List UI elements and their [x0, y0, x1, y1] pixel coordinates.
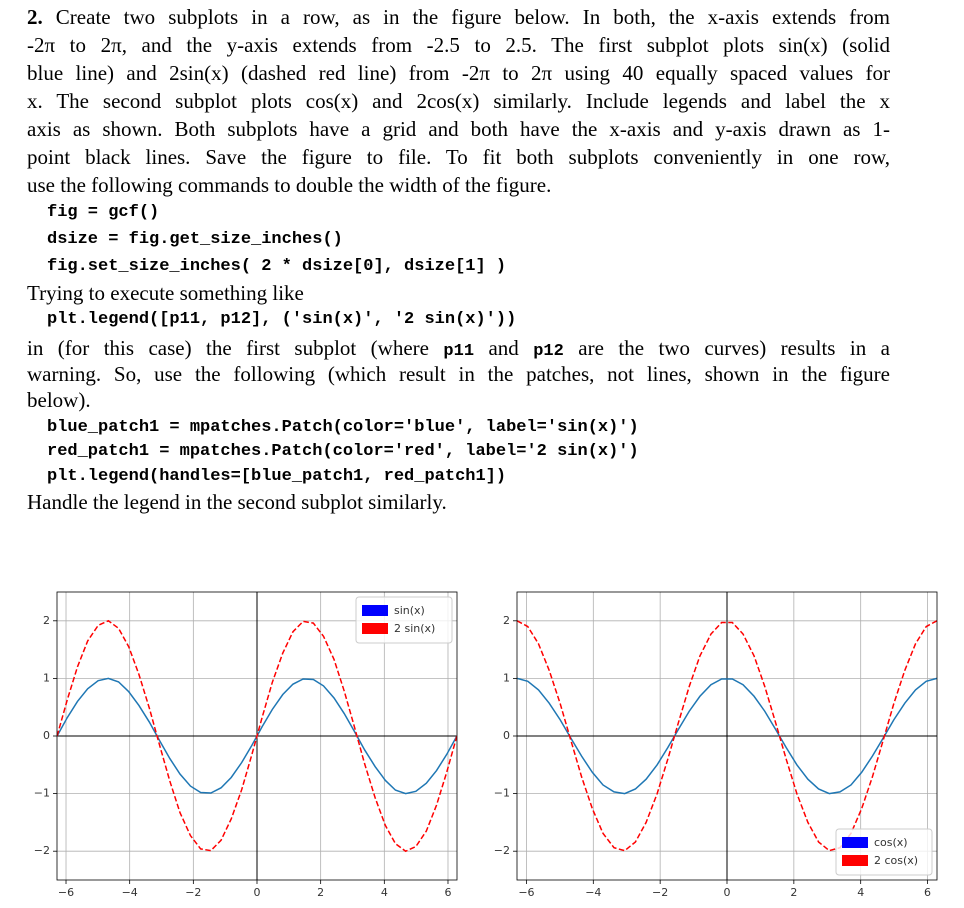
y-tick-label: 2: [503, 614, 510, 627]
text: and: [474, 336, 534, 360]
text-line: axis as shown. Both subplots have a grid…: [27, 117, 890, 141]
code-line: dsize = fig.get_size_inches(): [47, 230, 343, 249]
series-line: [57, 619, 457, 853]
plot-frame: [56, 591, 458, 881]
legend-patch: [362, 605, 388, 616]
y-tick-label: −1: [34, 787, 50, 800]
legend-label: 2 sin(x): [394, 622, 435, 635]
code-line: plt.legend([p11, p12], ('sin(x)', '2 sin…: [47, 310, 517, 329]
legend-label: 2 cos(x): [874, 854, 918, 867]
code-line: blue_patch1 = mpatches.Patch(color='blue…: [47, 418, 639, 437]
text: Create two subplots in a row, as in the …: [42, 5, 890, 29]
x-tick-label: −2: [185, 886, 201, 899]
legend-patch: [362, 623, 388, 634]
text-line: point black lines. Save the figure to fi…: [27, 145, 890, 169]
text: in (for this case) the first subplot (wh…: [27, 336, 444, 360]
y-tick-label: 0: [43, 729, 50, 742]
legend-patch: [842, 855, 868, 866]
x-tick-label: 2: [317, 886, 324, 899]
x-tick-label: 2: [790, 886, 797, 899]
x-tick-label: −6: [518, 886, 534, 899]
legend-label: sin(x): [394, 604, 425, 617]
text-line: in (for this case) the first subplot (wh…: [27, 335, 890, 365]
y-tick-label: −2: [34, 844, 50, 857]
x-tick-label: 0: [254, 886, 261, 899]
x-tick-label: 6: [444, 886, 451, 899]
text-line: 2. Create two subplots in a row, as in t…: [27, 4, 890, 30]
series-line: [517, 620, 937, 852]
y-tick-label: −2: [494, 844, 510, 857]
x-tick-label: −2: [652, 886, 668, 899]
y-tick-label: 1: [43, 671, 50, 684]
x-tick-label: −4: [585, 886, 601, 899]
text-line: blue line) and 2sin(x) (dashed red line)…: [27, 61, 890, 85]
series-line: [517, 677, 937, 795]
x-tick-label: 4: [381, 886, 388, 899]
code-line: fig.set_size_inches( 2 * dsize[0], dsize…: [47, 257, 507, 276]
plot-frame: [516, 591, 938, 881]
text-line: x. The second subplot plots cos(x) and 2…: [27, 89, 890, 113]
text-line: use the following commands to double the…: [27, 173, 552, 197]
text-line: -2π to 2π, and the y-axis extends from -…: [27, 33, 890, 57]
x-tick-label: 4: [857, 886, 864, 899]
legend-patch: [842, 837, 868, 848]
code-line: fig = gcf(): [47, 203, 160, 222]
x-tick-label: −6: [58, 886, 74, 899]
y-tick-label: −1: [494, 787, 510, 800]
code-inline: p11: [443, 342, 475, 361]
y-tick-label: 2: [43, 614, 50, 627]
text-line: Trying to execute something like: [27, 281, 304, 305]
legend-label: cos(x): [874, 836, 908, 849]
text-line: below).: [27, 388, 91, 412]
code-line: red_patch1 = mpatches.Patch(color='red',…: [47, 442, 639, 461]
x-tick-label: 6: [924, 886, 931, 899]
y-tick-label: 0: [503, 729, 510, 742]
code-inline: p12: [533, 342, 564, 361]
text: are the two curves) results in a: [563, 336, 890, 360]
x-tick-label: −4: [122, 886, 138, 899]
code-line: plt.legend(handles=[blue_patch1, red_pat…: [47, 467, 507, 486]
problem-number: 2.: [27, 5, 43, 29]
text-line: warning. So, use the following (which re…: [27, 362, 890, 386]
x-tick-label: 0: [724, 886, 731, 899]
y-tick-label: 1: [503, 671, 510, 684]
text-line: Handle the legend in the second subplot …: [27, 490, 447, 514]
